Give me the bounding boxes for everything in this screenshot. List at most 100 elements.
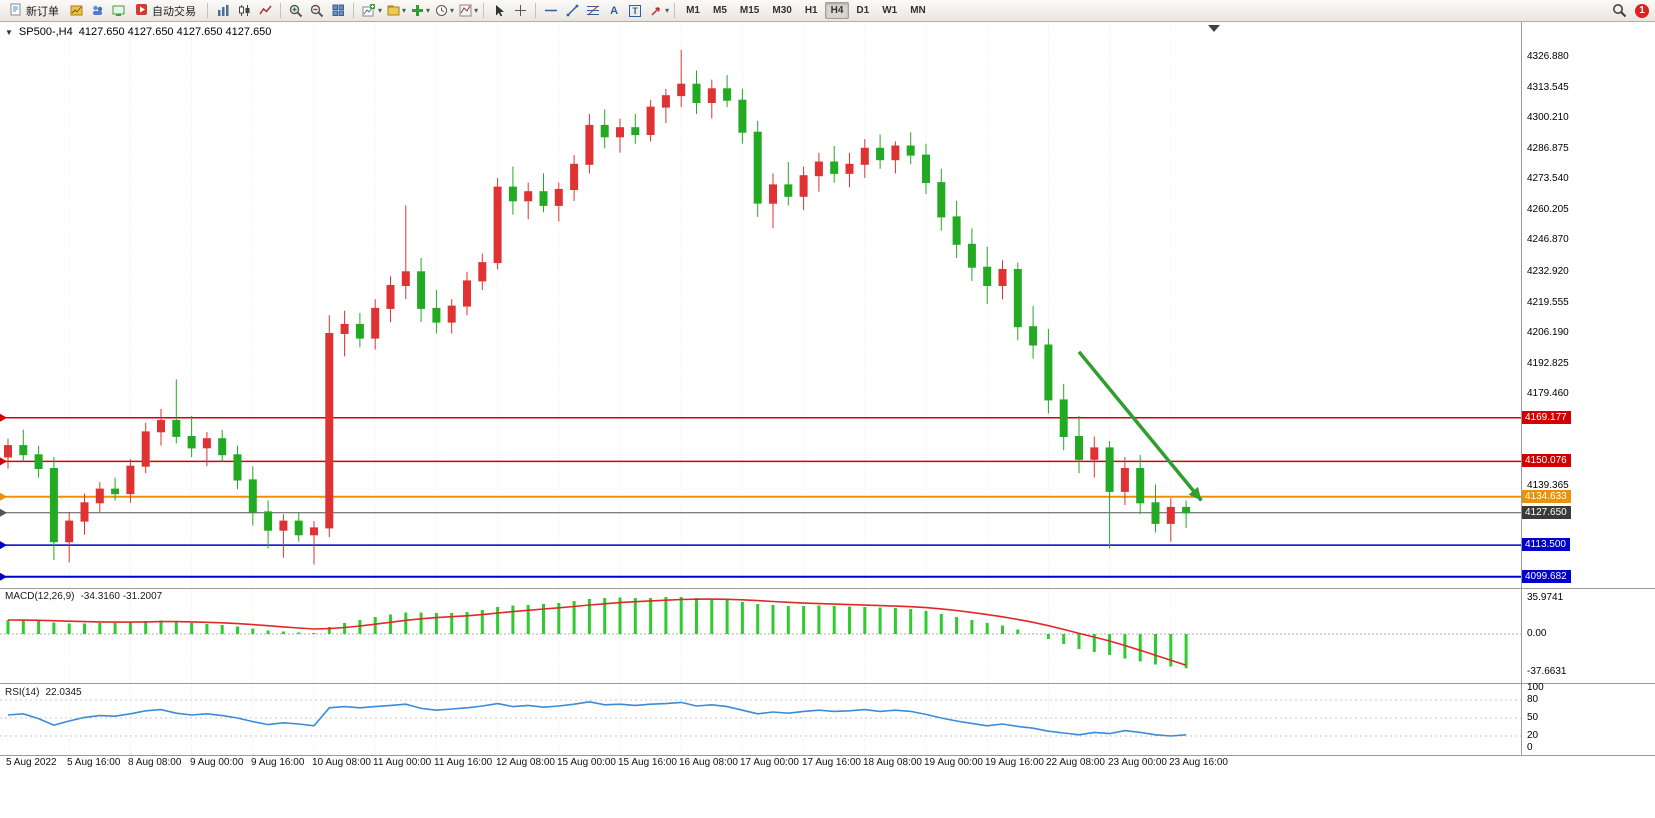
cursor-icon[interactable]	[489, 2, 509, 20]
candle-body	[386, 285, 395, 309]
search-icon[interactable]	[1609, 2, 1629, 20]
candle-body	[340, 323, 349, 334]
candle-body	[1120, 468, 1129, 492]
text-label-tool-icon[interactable]: T	[625, 2, 645, 20]
toolbar: 新订单 自动交易 ▾ ▾ ▾ ▾ ▾ A T ▾ M1 M5 M15 M30 H…	[0, 0, 1655, 22]
arrows-caret-icon[interactable]: ▾	[665, 6, 670, 15]
timeframe-mn[interactable]: MN	[910, 5, 926, 16]
price-axis[interactable]: 4326.880 4313.545 4300.210 4286.875 4273.540…	[1522, 22, 1655, 755]
candle-body	[707, 88, 716, 104]
horizontal-line-icon[interactable]	[541, 2, 561, 20]
market-watch-icon[interactable]	[66, 2, 86, 20]
macd-axis-tick: -37.6631	[1527, 666, 1567, 677]
terminal-icon[interactable]	[108, 2, 128, 20]
profiles-icon[interactable]	[383, 2, 403, 20]
rsi-axis-tick: 50	[1527, 712, 1539, 723]
tile-windows-icon[interactable]	[328, 2, 348, 20]
timeframe-h4[interactable]: H4	[824, 2, 850, 19]
arrows-tool-icon[interactable]	[646, 2, 666, 20]
candle-body	[983, 266, 992, 286]
price-tick: 4300.210	[1527, 112, 1569, 123]
candle-body	[417, 271, 426, 309]
ohlc-label: 4127.650 4127.650 4127.650 4127.650	[78, 26, 272, 38]
candle-body	[187, 436, 196, 449]
pane-separator[interactable]	[0, 588, 1655, 589]
level-left-marker-icon	[0, 572, 7, 581]
time-axis[interactable]: 5 Aug 2022 5 Aug 16:00 8 Aug 08:00 9 Aug 00…	[0, 757, 1521, 773]
candle-body	[401, 271, 410, 287]
pane-separator[interactable]	[0, 683, 1655, 684]
candle-body	[554, 188, 563, 206]
one-click-trading-toggle-icon[interactable]: ▼	[5, 27, 13, 37]
timeframe-m15[interactable]: M15	[739, 5, 760, 16]
new-order-button[interactable]: 新订单	[4, 1, 65, 21]
candle-body	[784, 184, 793, 197]
rsi-pane[interactable]	[0, 684, 1521, 755]
text-tool-icon[interactable]: A	[610, 4, 619, 17]
candle-body	[524, 191, 533, 202]
periods-icon[interactable]	[431, 2, 451, 20]
trend-arrow[interactable]	[1077, 350, 1203, 502]
navigator-icon[interactable]	[87, 2, 107, 20]
candle-body	[937, 182, 946, 218]
price-badge: 4134.633	[1522, 490, 1571, 503]
indicators-icon[interactable]	[407, 2, 427, 20]
axis-separator	[0, 755, 1655, 756]
rsi-line	[7, 700, 1187, 737]
candle-body	[279, 520, 288, 531]
new-order-label: 新订单	[26, 5, 59, 18]
candle-body	[264, 511, 273, 531]
candle-body	[19, 445, 28, 456]
candle-body	[967, 243, 976, 268]
toolbar-separator	[207, 3, 208, 18]
candle-body	[141, 431, 150, 467]
templates-icon[interactable]	[455, 2, 475, 20]
trendline-icon[interactable]	[562, 2, 582, 20]
zoom-out-icon[interactable]	[307, 2, 327, 20]
timeframe-w1[interactable]: W1	[882, 5, 898, 16]
time-label: 15 Aug 16:00	[618, 757, 677, 768]
candle-body	[723, 88, 732, 101]
timeframe-h1[interactable]: H1	[804, 5, 818, 16]
templates-caret-icon[interactable]: ▾	[474, 6, 479, 15]
candle-body	[65, 520, 74, 543]
candle-body	[508, 186, 517, 202]
time-label: 11 Aug 16:00	[434, 757, 493, 768]
auto-trading-button[interactable]: 自动交易	[129, 1, 202, 21]
line-chart-icon[interactable]	[255, 2, 275, 20]
candle-body	[769, 184, 777, 204]
price-tick: 4139.365	[1527, 480, 1569, 491]
profiles-caret-icon[interactable]: ▾	[402, 6, 407, 15]
new-chart-caret-icon[interactable]: ▾	[378, 6, 383, 15]
timeframe-m5[interactable]: M5	[713, 5, 727, 16]
timeframe-d1[interactable]: D1	[856, 5, 870, 16]
candle-body	[4, 445, 12, 458]
price-tick: 4232.920	[1527, 266, 1569, 277]
price-badge: 4150.076	[1522, 454, 1571, 467]
indicators-caret-icon[interactable]: ▾	[426, 6, 431, 15]
timeframe-m30[interactable]: M30	[772, 5, 792, 16]
toolbar-separator	[353, 3, 354, 18]
new-chart-icon[interactable]	[359, 2, 379, 20]
price-axis-separator[interactable]	[1521, 22, 1522, 755]
crosshair-icon[interactable]	[510, 2, 530, 20]
toolbar-separator	[535, 3, 537, 18]
level-left-marker-icon	[0, 413, 7, 422]
notification-badge[interactable]: 1	[1635, 3, 1649, 18]
time-label: 10 Aug 08:00	[312, 757, 371, 768]
candle-body	[661, 95, 670, 108]
zoom-in-icon[interactable]	[286, 2, 306, 20]
timeframe-m1[interactable]: M1	[686, 5, 700, 16]
candle-body	[325, 333, 334, 529]
candle-body	[539, 191, 548, 206]
candle-body	[1044, 344, 1053, 401]
macd-pane[interactable]	[0, 589, 1521, 683]
candle-body	[570, 163, 579, 191]
periods-caret-icon[interactable]: ▾	[450, 6, 455, 15]
fibonacci-icon[interactable]	[583, 2, 603, 20]
candlestick-chart-icon[interactable]	[234, 2, 254, 20]
main-price-pane[interactable]	[0, 22, 1521, 588]
chart-shift-marker-icon[interactable]	[1208, 25, 1220, 32]
bar-chart-icon[interactable]	[213, 2, 233, 20]
candle-body	[447, 305, 456, 323]
